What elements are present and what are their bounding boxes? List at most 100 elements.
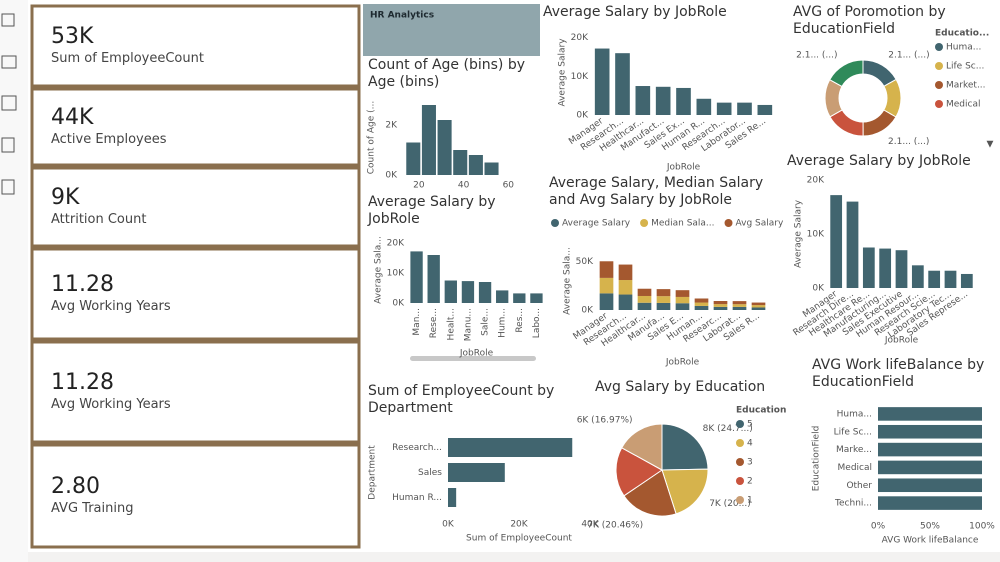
legend-label: Market... [946,81,986,91]
kpi-label: Sum of EmployeeCount [51,51,204,66]
bar [696,98,712,115]
y-axis-label: Average Sala... [563,247,573,315]
bar [862,247,875,288]
bar [895,250,908,288]
y-tick-label: 10K [807,230,825,240]
legend-swatch [736,477,744,485]
chart-title: Average Salary by JobRole [368,194,496,227]
legend-label: 1 [747,496,753,506]
x-tick-label: Rese... [429,308,439,338]
legend-swatch [724,219,733,227]
legend-title: Education [736,406,786,416]
bar [637,302,652,310]
y-tick-label: 0K [581,306,594,316]
y-axis-label: Average Sala... [374,236,384,304]
x-axis-label: JobRole [666,163,701,173]
bar [878,424,982,439]
bar [694,302,709,306]
model-icon[interactable] [1,95,17,111]
legend-swatch [935,81,943,89]
y-tick-label: 20K [571,33,589,43]
bar [757,104,773,115]
x-axis-label: JobRole [459,349,494,359]
bar [878,442,982,457]
legend-arrow[interactable]: ▼ [987,140,994,150]
bar [751,305,766,308]
x-tick-label: Manu... [463,308,473,341]
x-tick-label: 60 [503,181,515,191]
header-box [363,4,540,56]
slice [615,447,663,497]
bar [878,496,982,510]
slice [661,468,709,515]
slice [621,423,663,471]
x-tick-label: 40K [581,520,599,530]
bar [713,304,728,307]
bar [615,53,630,115]
bar [594,48,610,115]
bar [444,280,457,303]
x-axis-label: AVG Work lifeBalance [882,536,979,546]
x-tick-label: Hum... [498,308,508,338]
x-tick-label: 0% [871,522,886,532]
tmdl-icon[interactable] [1,179,15,195]
legend-swatch [640,219,649,227]
y-tick-label: 0K [385,171,398,181]
bar [675,290,690,297]
bar [448,488,457,507]
legend-label: Average Salary [562,219,631,229]
slice [623,469,677,517]
y-tick-label: 10K [571,72,589,82]
kpi-card [30,340,361,444]
bar [751,302,766,306]
legend-swatch [935,43,943,51]
data-label: 2.1... (...) [888,50,929,60]
bar [635,86,651,115]
kpi-card [30,4,361,88]
chart-title: Average Salary by JobRole [543,4,727,20]
y-tick-label: Research... [392,443,442,453]
x-tick-label: 50% [920,522,940,532]
scrollbar[interactable] [410,356,536,361]
y-tick-label: 2K [385,121,398,131]
kpi-label: AVG Training [51,501,134,516]
bar [960,273,973,288]
kpi-label: Attrition Count [51,212,147,227]
y-tick-label: 0K [392,299,405,309]
bar [448,463,505,482]
x-tick-label: 20 [413,181,425,191]
bar [713,301,728,305]
x-tick-label: Labo... [532,308,542,338]
chart-title: Sum of EmployeeCount by Department [368,383,555,416]
bar [879,248,892,288]
bar [468,155,483,175]
bar [421,105,436,175]
legend-label: Life Sc... [946,62,984,72]
legend-swatch [551,219,559,227]
bar [878,407,982,421]
bar [618,294,633,310]
x-tick-label: Res... [515,308,525,333]
legend-swatch [935,100,943,108]
report-icon[interactable] [1,13,15,27]
chart-title: Average Salary by JobRole [787,153,971,169]
y-tick-label: Other [846,481,872,491]
x-axis-label: Sum of EmployeeCount [466,534,572,544]
dax-icon[interactable] [1,137,15,153]
y-tick-label: 0K [576,111,589,121]
bar [448,438,573,457]
x-axis-label: JobRole [884,336,919,346]
table-icon[interactable] [1,55,17,69]
kpi-card [30,247,361,341]
bar [618,264,633,281]
legend-swatch [935,62,943,70]
bar [478,282,492,303]
y-tick-label: 50K [576,257,594,267]
data-label: 8K (24.7...) [703,424,753,434]
bar [694,298,709,303]
bar [737,102,752,115]
bar [732,306,747,310]
x-tick-label: Man... [412,308,422,336]
